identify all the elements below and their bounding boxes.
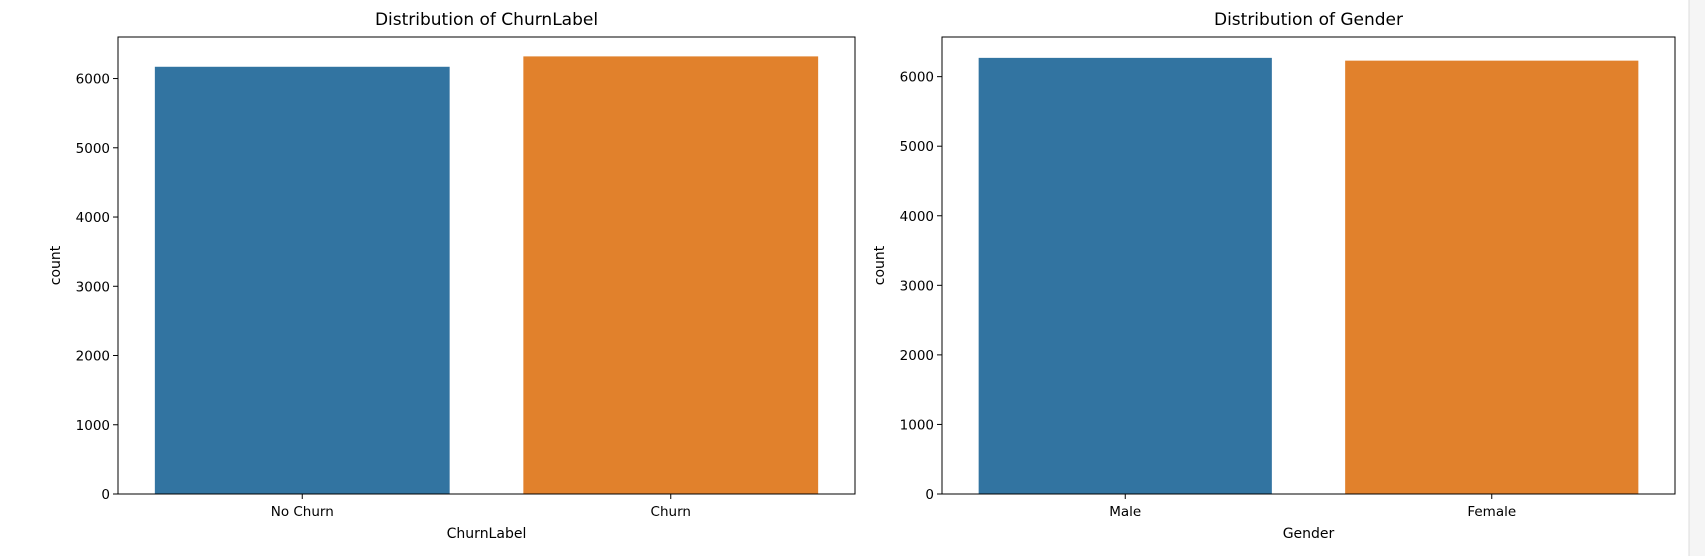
y-tick-label: 5000: [900, 139, 934, 155]
y-tick-label: 5000: [76, 141, 110, 157]
chart-title: Distribution of ChurnLabel: [375, 10, 598, 30]
bar-churn: [523, 56, 819, 494]
y-tick-label: 4000: [900, 209, 934, 225]
y-tick-label: 4000: [76, 210, 110, 226]
x-axis-label: Gender: [1283, 526, 1335, 542]
scrollbar-track[interactable]: [1689, 0, 1705, 556]
x-axis-label: ChurnLabel: [447, 526, 527, 542]
bar-female: [1345, 60, 1639, 494]
y-axis-label: count: [48, 245, 64, 285]
bar-male: [978, 57, 1272, 494]
y-tick-label: 1000: [76, 418, 110, 434]
y-tick-label: 2000: [900, 348, 934, 364]
chart-churnlabel: 0 1000 2000 3000 4000 5000 6000 No Churn Churn Di…: [48, 10, 856, 542]
plot-frame: [941, 36, 1676, 495]
y-tick-label: 0: [925, 487, 934, 503]
y-tick-label: 3000: [76, 279, 110, 295]
y-axis-label: count: [872, 245, 888, 285]
y-tick-label: 1000: [900, 417, 934, 433]
x-tick-label: No Churn: [271, 504, 334, 520]
y-tick-label: 3000: [900, 278, 934, 294]
bar-no-churn: [154, 66, 450, 495]
plot-frame: [117, 36, 856, 495]
chart-gender: 0 1000 2000 3000 4000 5000 6000 Male Female Distr…: [872, 10, 1676, 542]
y-tick-label: 0: [101, 487, 110, 503]
x-tick-label: Female: [1467, 504, 1516, 520]
y-tick-label: 6000: [900, 70, 934, 86]
y-tick-label: 6000: [76, 72, 110, 88]
chart-title: Distribution of Gender: [1214, 10, 1403, 30]
x-tick-label: Male: [1109, 504, 1141, 520]
x-tick-label: Churn: [651, 504, 691, 520]
y-tick-label: 2000: [76, 349, 110, 365]
